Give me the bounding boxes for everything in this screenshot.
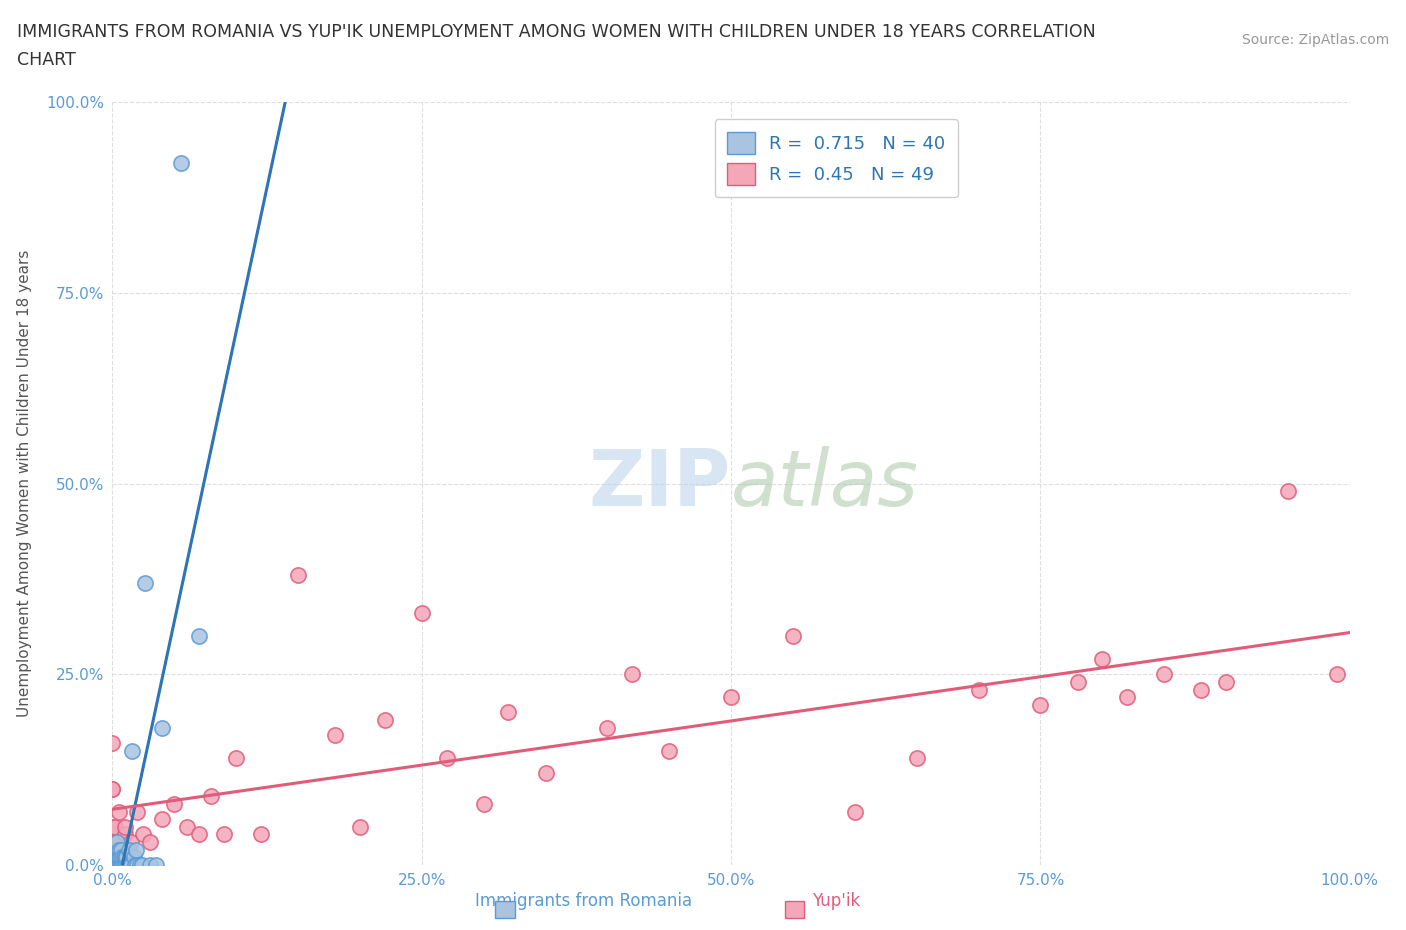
Text: Yup'ik: Yup'ik — [813, 892, 860, 910]
Point — [108, 850, 131, 865]
Point — [534, 766, 557, 781]
Point — [110, 857, 132, 872]
Point — [121, 743, 143, 758]
Point — [138, 834, 160, 849]
Point — [101, 819, 124, 834]
Point — [200, 789, 222, 804]
Point — [176, 819, 198, 834]
Point — [107, 850, 129, 865]
Point — [349, 819, 371, 834]
Point — [287, 567, 309, 582]
Point — [101, 827, 124, 842]
Point — [596, 720, 619, 735]
Point — [107, 850, 129, 865]
Point — [782, 629, 804, 644]
Point — [131, 857, 153, 872]
Text: atlas: atlas — [731, 445, 920, 522]
Point — [844, 804, 866, 819]
Point — [169, 156, 191, 171]
Point — [124, 857, 146, 872]
Text: IMMIGRANTS FROM ROMANIA VS YUP'IK UNEMPLOYMENT AMONG WOMEN WITH CHILDREN UNDER 1: IMMIGRANTS FROM ROMANIA VS YUP'IK UNEMPL… — [17, 23, 1095, 41]
Point — [107, 804, 129, 819]
Point — [101, 827, 124, 842]
Point — [1066, 674, 1088, 689]
Point — [128, 857, 150, 872]
Point — [1116, 690, 1139, 705]
Point — [134, 576, 156, 591]
Point — [967, 682, 990, 697]
Point — [107, 843, 129, 857]
Point — [125, 843, 148, 857]
Point — [107, 857, 129, 872]
Point — [101, 736, 124, 751]
Point — [188, 827, 211, 842]
Point — [212, 827, 235, 842]
Point — [118, 857, 141, 872]
Point — [105, 834, 128, 849]
Point — [127, 804, 149, 819]
Text: Immigrants from Romania: Immigrants from Romania — [475, 892, 692, 910]
Point — [472, 796, 495, 811]
Point — [107, 857, 129, 872]
Point — [104, 819, 127, 834]
Point — [120, 857, 142, 872]
Point — [145, 857, 167, 872]
Point — [411, 605, 433, 620]
Point — [374, 712, 396, 727]
Point — [138, 857, 160, 872]
Point — [105, 857, 128, 872]
Point — [114, 827, 136, 842]
Point — [115, 850, 138, 865]
Point — [1215, 674, 1237, 689]
Point — [105, 857, 128, 872]
Point — [498, 705, 520, 720]
Point — [114, 857, 136, 872]
Point — [108, 857, 131, 872]
Point — [117, 843, 139, 857]
Point — [112, 850, 135, 865]
Point — [114, 857, 136, 872]
Text: CHART: CHART — [17, 51, 76, 69]
Point — [225, 751, 247, 765]
Point — [163, 796, 186, 811]
Point — [1277, 484, 1299, 498]
Point — [720, 690, 742, 705]
Point — [122, 850, 145, 865]
Point — [436, 751, 458, 765]
Legend: R =  0.715   N = 40, R =  0.45   N = 49: R = 0.715 N = 40, R = 0.45 N = 49 — [714, 119, 957, 197]
Point — [107, 834, 129, 849]
Text: Source: ZipAtlas.com: Source: ZipAtlas.com — [1241, 33, 1389, 46]
Point — [1153, 667, 1175, 682]
Point — [150, 720, 173, 735]
Point — [114, 850, 136, 865]
Point — [1189, 682, 1212, 697]
Point — [117, 857, 139, 872]
Point — [107, 843, 129, 857]
Point — [150, 812, 173, 827]
Y-axis label: Unemployment Among Women with Children Under 18 years: Unemployment Among Women with Children U… — [17, 250, 32, 717]
Point — [1326, 667, 1348, 682]
Point — [110, 843, 132, 857]
Point — [188, 629, 211, 644]
Point — [1091, 652, 1114, 667]
Point — [621, 667, 644, 682]
Point — [132, 827, 155, 842]
Point — [250, 827, 273, 842]
Point — [323, 728, 346, 743]
Point — [905, 751, 928, 765]
Point — [105, 850, 128, 865]
Point — [117, 857, 139, 872]
Point — [101, 781, 124, 796]
Point — [120, 834, 142, 849]
Point — [114, 819, 136, 834]
Text: ZIP: ZIP — [589, 445, 731, 522]
Point — [127, 857, 149, 872]
Point — [111, 850, 134, 865]
Point — [111, 857, 134, 872]
Point — [658, 743, 681, 758]
Point — [112, 857, 135, 872]
Point — [101, 781, 124, 796]
Point — [1029, 698, 1052, 712]
